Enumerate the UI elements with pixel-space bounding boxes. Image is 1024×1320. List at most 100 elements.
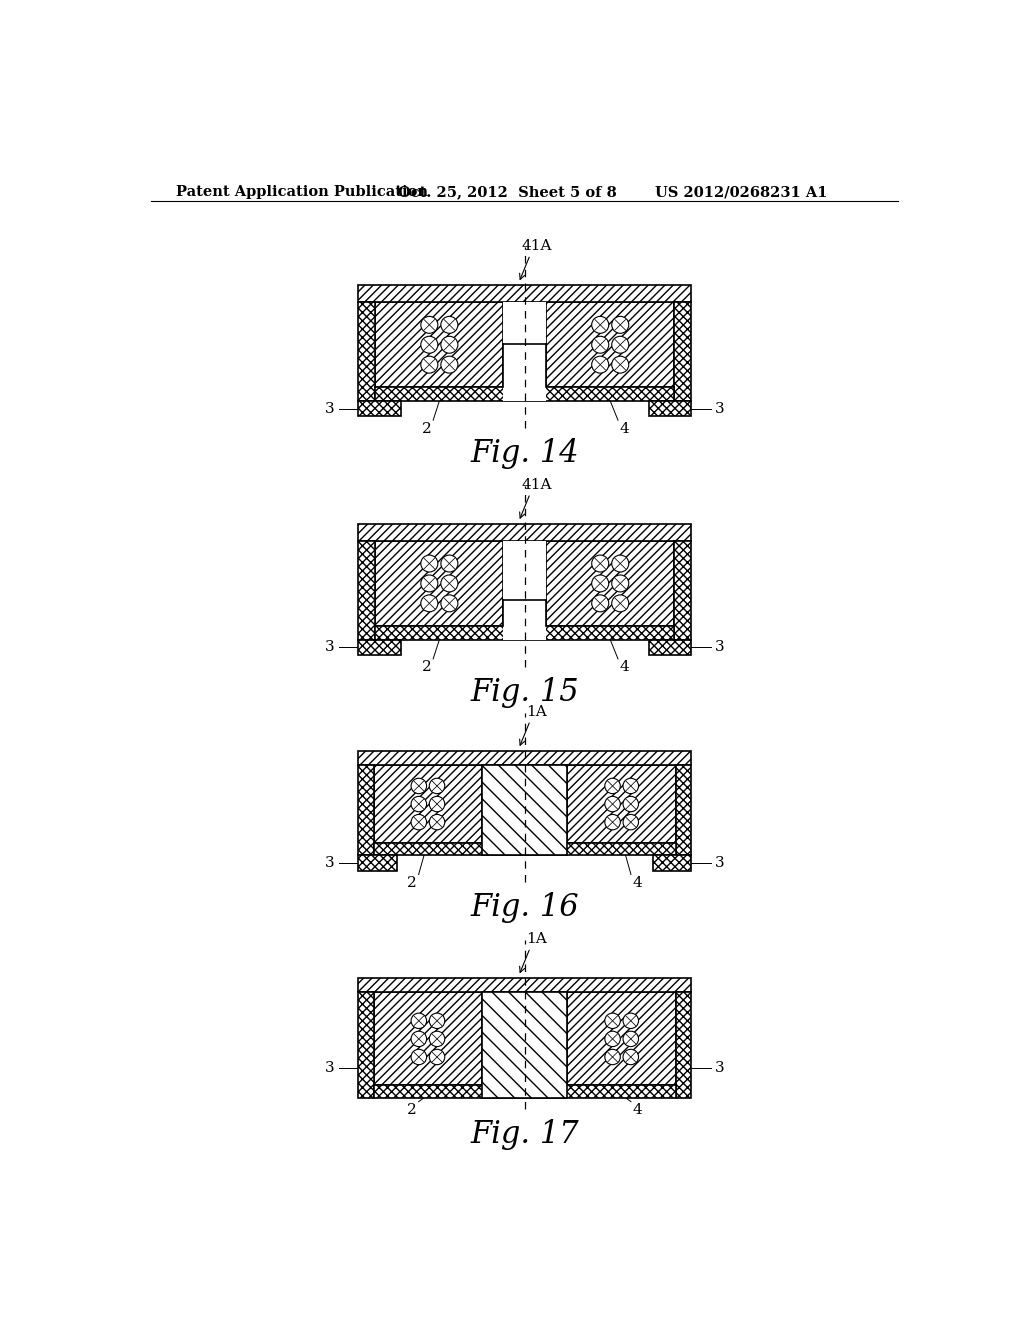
Bar [375,541,504,626]
Circle shape [411,814,427,830]
Text: 3: 3 [715,640,724,655]
Text: 1A: 1A [526,932,547,946]
Circle shape [592,556,608,572]
Text: 4: 4 [633,1104,642,1117]
Text: 3: 3 [326,1061,335,1074]
Circle shape [441,337,458,354]
Circle shape [623,814,639,830]
Circle shape [411,796,427,812]
Bar [374,843,676,855]
Text: Fig. 15: Fig. 15 [470,677,580,708]
Bar [358,640,400,655]
Circle shape [411,1031,427,1047]
Circle shape [421,356,438,374]
Bar [358,524,691,541]
Text: Oct. 25, 2012  Sheet 5 of 8: Oct. 25, 2012 Sheet 5 of 8 [397,185,616,199]
Circle shape [411,1049,427,1065]
Bar [675,541,691,640]
Text: 2: 2 [422,660,431,675]
Circle shape [605,779,621,793]
Text: Fig. 16: Fig. 16 [470,892,580,923]
Circle shape [592,356,608,374]
Bar [375,626,675,640]
Bar [358,993,374,1098]
Circle shape [429,1014,444,1028]
Bar [482,766,567,855]
Circle shape [611,337,629,354]
Circle shape [441,595,458,611]
Text: 2: 2 [422,422,431,436]
Bar [358,541,375,640]
Text: 41A: 41A [521,239,552,253]
Bar [375,387,675,401]
Circle shape [441,317,458,334]
Circle shape [421,576,438,591]
Circle shape [623,1049,639,1065]
Bar [358,401,400,416]
Text: 4: 4 [633,876,642,890]
Bar [374,1085,676,1098]
Bar [374,766,482,843]
Text: 1A: 1A [526,705,547,719]
Circle shape [429,1031,444,1047]
Circle shape [623,1031,639,1047]
Bar [482,766,567,855]
Text: 3: 3 [326,640,335,655]
Circle shape [605,1049,621,1065]
Bar [358,285,691,302]
Circle shape [605,1031,621,1047]
Text: 2: 2 [408,1104,417,1117]
Bar [482,993,567,1098]
Text: 3: 3 [715,1061,724,1074]
Bar [504,541,546,640]
Circle shape [605,1014,621,1028]
Bar [482,993,567,1098]
Bar [676,766,691,855]
Circle shape [611,556,629,572]
Circle shape [411,1014,427,1028]
Circle shape [592,337,608,354]
Text: 4: 4 [620,422,630,436]
Bar [546,541,675,626]
Circle shape [421,317,438,334]
Text: 4: 4 [620,660,630,675]
Circle shape [429,814,444,830]
Circle shape [611,356,629,374]
Circle shape [441,556,458,572]
Bar [652,855,691,871]
Text: 3: 3 [715,855,724,870]
Circle shape [623,796,639,812]
Circle shape [421,595,438,611]
Text: Fig. 14: Fig. 14 [470,438,580,469]
Text: 3: 3 [715,401,724,416]
Bar [504,302,546,401]
Bar [649,401,691,416]
Bar [358,302,375,401]
Bar [358,855,397,871]
Bar [358,751,691,766]
Text: 41A: 41A [521,478,552,492]
Text: US 2012/0268231 A1: US 2012/0268231 A1 [655,185,827,199]
Circle shape [605,796,621,812]
Bar [375,302,504,387]
Circle shape [592,595,608,611]
Circle shape [411,779,427,793]
Circle shape [429,796,444,812]
Bar [567,993,676,1085]
Text: 3: 3 [326,401,335,416]
Text: Fig. 17: Fig. 17 [470,1119,580,1150]
Bar [676,993,691,1098]
Bar [358,978,691,993]
Circle shape [605,814,621,830]
Bar [649,640,691,655]
Circle shape [421,556,438,572]
Bar [374,993,482,1085]
Text: Patent Application Publication: Patent Application Publication [176,185,428,199]
Text: 3: 3 [326,855,335,870]
Bar [567,766,676,843]
Circle shape [611,595,629,611]
Bar [675,302,691,401]
Bar [358,766,374,855]
Circle shape [611,317,629,334]
Circle shape [592,317,608,334]
